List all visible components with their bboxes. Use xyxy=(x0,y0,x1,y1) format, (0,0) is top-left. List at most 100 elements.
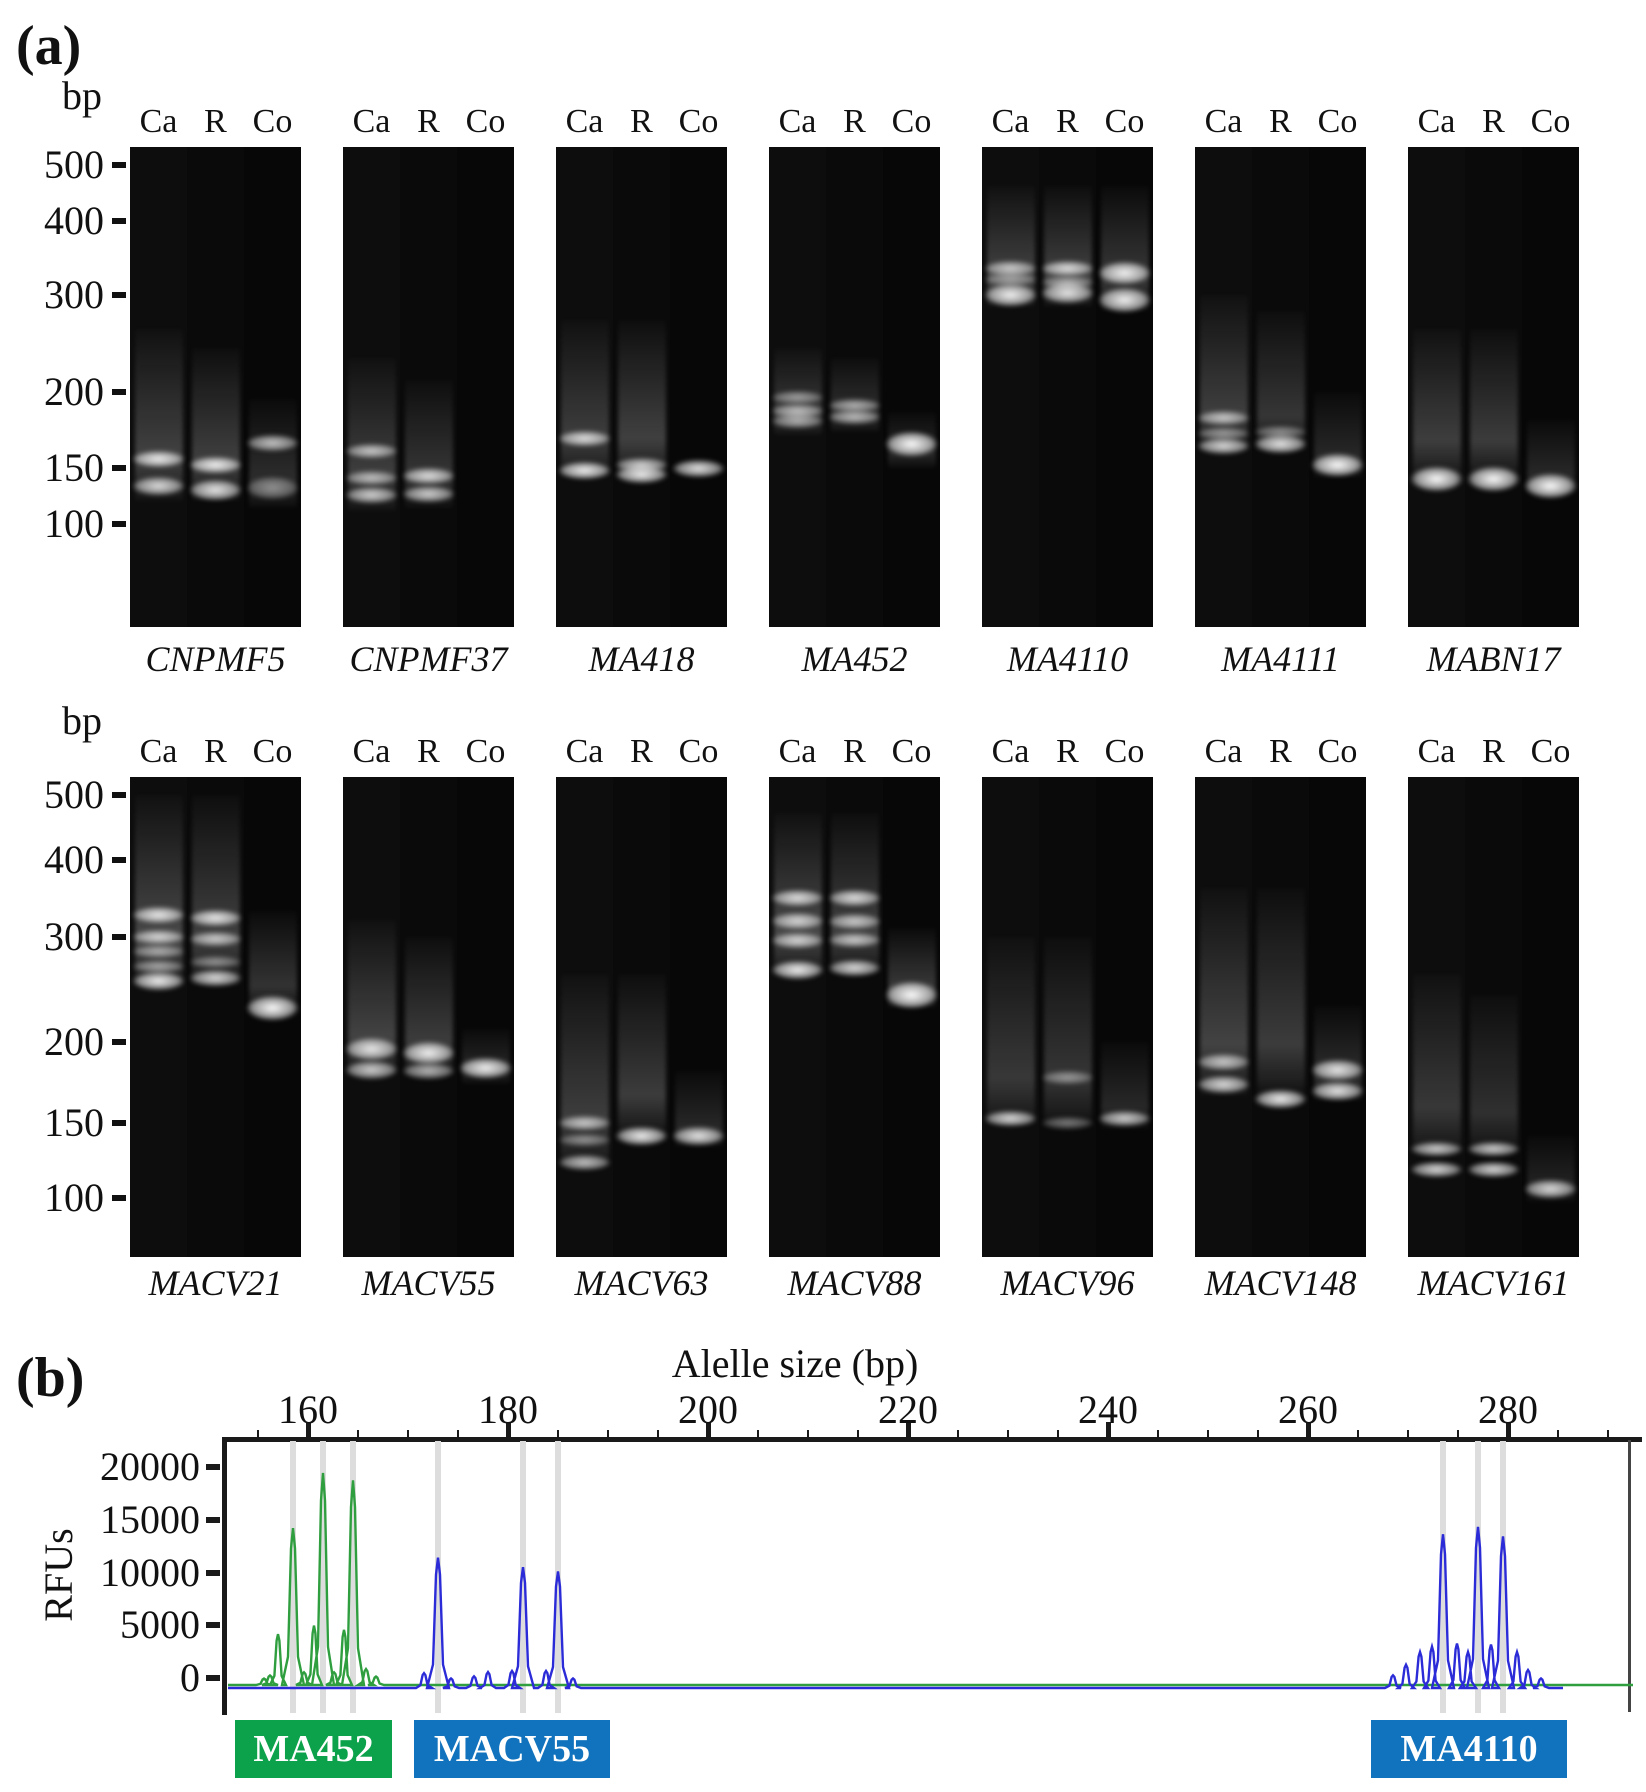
gel-lane xyxy=(825,777,884,1257)
gel-smear xyxy=(191,795,240,987)
gel-lane xyxy=(612,777,671,1257)
lane-label: R xyxy=(630,103,653,140)
gel-lane xyxy=(186,777,245,1257)
x-tick-minor xyxy=(1007,1430,1009,1438)
y-tick-label: 15000 xyxy=(100,1496,200,1542)
x-tick-label: 280 xyxy=(1478,1387,1538,1432)
gel-image xyxy=(1195,777,1366,1257)
x-tick-minor xyxy=(1457,1430,1459,1438)
allele-label-box: MA452 xyxy=(235,1720,392,1778)
lane-label: Co xyxy=(678,103,719,140)
ladder-label: 100 xyxy=(44,1175,104,1221)
lane-label: Ca xyxy=(565,733,604,770)
gel-band xyxy=(984,261,1037,277)
ladder-tick-mark xyxy=(112,520,126,527)
gel-band xyxy=(1041,1116,1094,1129)
lane-label: R xyxy=(1482,733,1505,770)
gel-image xyxy=(1408,777,1579,1257)
gel-image xyxy=(1408,147,1579,627)
gel-name-label: MA418 xyxy=(588,639,695,679)
gel-band xyxy=(984,273,1037,287)
gel-band xyxy=(345,1038,398,1061)
gel-image xyxy=(1195,147,1366,627)
lane-labels: Ca R Co xyxy=(130,733,301,775)
gel-band xyxy=(189,956,242,969)
lane-labels: Ca R Co xyxy=(1408,103,1579,145)
gel-band xyxy=(345,470,398,485)
gel-band xyxy=(771,390,824,404)
size-marker-line xyxy=(1475,1441,1481,1713)
ladder-tick-mark xyxy=(112,1195,126,1202)
gel-band xyxy=(984,283,1037,306)
gel-band xyxy=(345,1060,398,1079)
trace-blue xyxy=(228,1526,1563,1690)
y-tick-label: 0 xyxy=(180,1655,200,1700)
bp-axis-label: bp xyxy=(62,698,102,743)
lane-label: R xyxy=(1056,733,1079,770)
lane-labels: Ca R Co xyxy=(556,103,727,145)
x-tick-minor xyxy=(757,1430,759,1438)
gel-lane xyxy=(669,147,727,627)
gel-name-label: MACV21 xyxy=(148,1263,283,1303)
gel-name-label: MACV96 xyxy=(1000,1263,1135,1303)
lane-labels: Ca R Co xyxy=(1408,733,1579,775)
gel-band xyxy=(1041,260,1094,276)
y-axis-line xyxy=(222,1437,227,1715)
gel-smear xyxy=(1469,994,1518,1153)
gel-band xyxy=(1197,1075,1250,1093)
gel-lane xyxy=(1521,777,1579,1257)
lane-labels: Ca R Co xyxy=(982,103,1153,145)
gel-lane xyxy=(1095,147,1153,627)
gel-band xyxy=(402,486,455,503)
x-tick-label: 200 xyxy=(678,1387,738,1432)
gel-band xyxy=(1041,283,1094,304)
lane-label: R xyxy=(204,733,227,770)
ladder-label: 300 xyxy=(44,271,104,317)
ladder-label: 200 xyxy=(44,1018,104,1064)
gel-lane xyxy=(1251,777,1310,1257)
ladder-label: 200 xyxy=(44,368,104,414)
ladder-tick-mark xyxy=(112,857,126,864)
x-tick-minor xyxy=(957,1430,959,1438)
gel-lane xyxy=(343,777,401,1257)
lane-label: Co xyxy=(465,733,506,770)
gel-lane xyxy=(243,777,301,1257)
lane-label: Ca xyxy=(778,733,817,770)
size-marker-line xyxy=(290,1441,296,1713)
lane-label: Ca xyxy=(565,103,604,140)
y-tick-mark xyxy=(206,1464,220,1470)
gel-band xyxy=(828,960,881,977)
gel-lane xyxy=(1038,777,1097,1257)
gel-band xyxy=(1254,1090,1307,1109)
gel-band xyxy=(189,456,242,473)
lane-labels: Ca R Co xyxy=(1195,103,1366,145)
allele-label-box: MACV55 xyxy=(414,1720,610,1778)
gel-lane xyxy=(1038,147,1097,627)
gel-image xyxy=(130,147,301,627)
gel-band xyxy=(1098,1111,1151,1127)
x-tick-major xyxy=(1306,1422,1311,1438)
size-marker-line xyxy=(320,1441,326,1713)
gel-lane xyxy=(556,147,614,627)
lane-label: Ca xyxy=(139,103,178,140)
gel-band xyxy=(1524,473,1577,498)
gel-band xyxy=(828,913,881,929)
gel-lane xyxy=(1195,777,1253,1257)
ladder-tick-mark xyxy=(112,1119,126,1126)
gel-band xyxy=(984,1111,1037,1127)
lane-label: Co xyxy=(1104,103,1145,140)
lane-labels: Ca R Co xyxy=(1195,733,1366,775)
gel-image xyxy=(982,147,1153,627)
lane-label: Co xyxy=(252,103,293,140)
lane-label: Ca xyxy=(352,103,391,140)
x-tick-label: 180 xyxy=(478,1387,538,1432)
gel-band xyxy=(1098,261,1151,284)
x-tick-label: 220 xyxy=(878,1387,938,1432)
ladder-tick-mark xyxy=(112,1038,126,1045)
ladder-label: 150 xyxy=(44,1099,104,1145)
gel-panel: bp 500 400 300 200 150 100 Ca R Co CNPMF5 Ca R Co CNPM… xyxy=(44,73,1579,1303)
gel-lane xyxy=(1195,147,1253,627)
gel-band xyxy=(771,913,824,930)
gel-lane xyxy=(669,777,727,1257)
x-tick-minor xyxy=(1357,1430,1359,1438)
